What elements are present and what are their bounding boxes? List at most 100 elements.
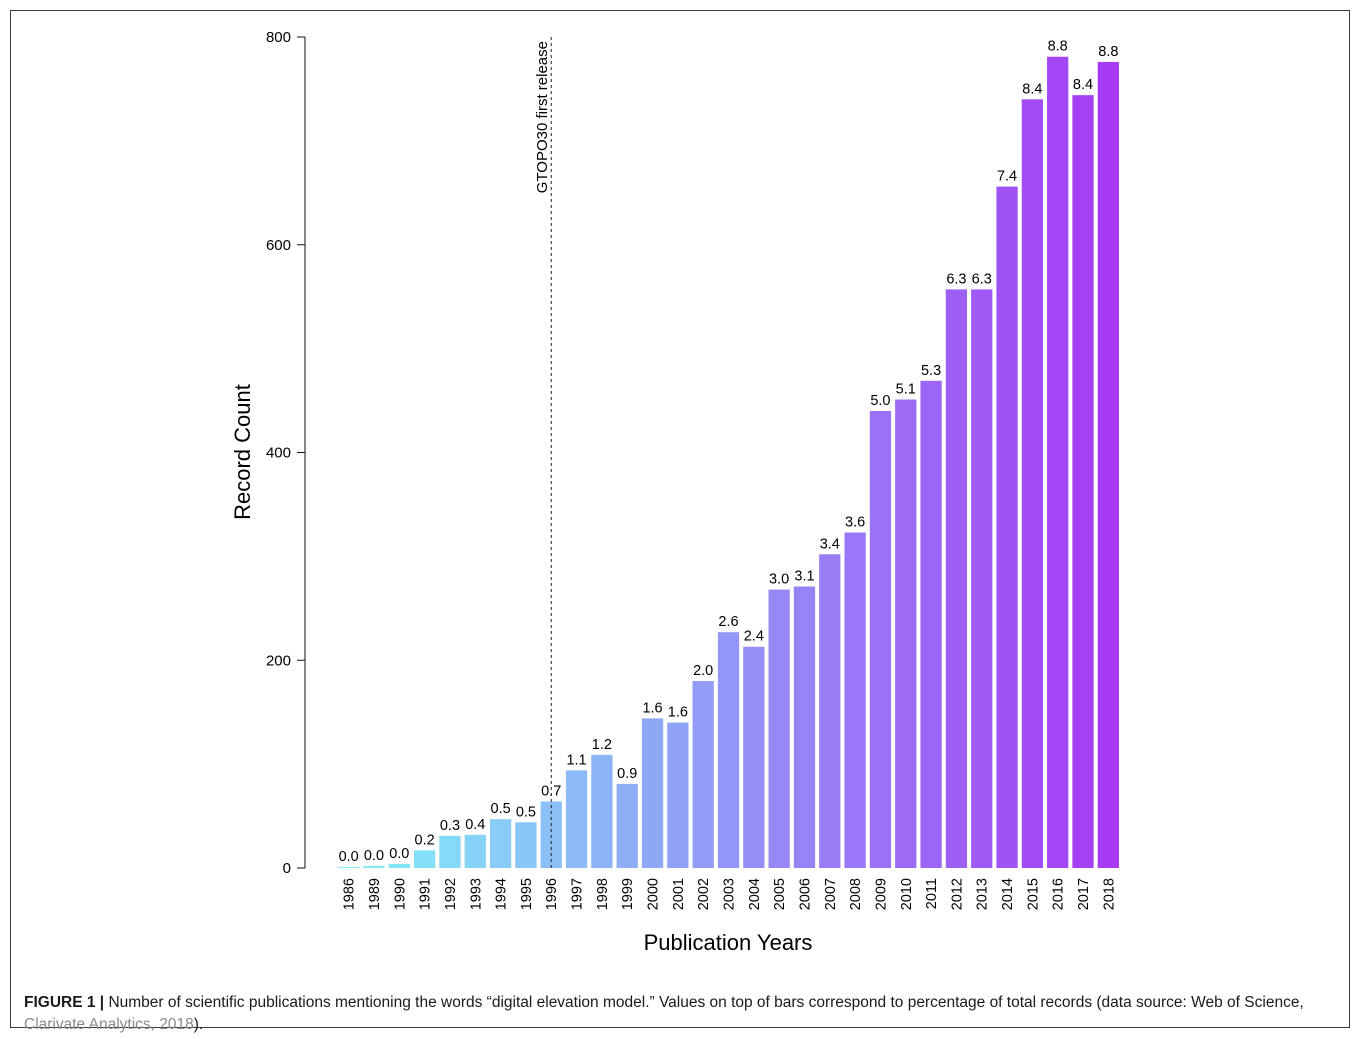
x-tick-label: 2013 xyxy=(975,878,991,910)
bar xyxy=(388,863,410,868)
x-tick-label: 1996 xyxy=(544,878,560,910)
caption-label: FIGURE 1 | xyxy=(24,994,105,1011)
bar-value-label: 1.6 xyxy=(642,700,662,716)
figure-frame xyxy=(10,10,1350,1028)
x-tick-label: 1993 xyxy=(468,878,484,910)
y-tick-label: 0 xyxy=(283,860,291,877)
x-tick-label: 2012 xyxy=(949,878,965,910)
bar xyxy=(768,589,790,868)
bar-value-label: 6.3 xyxy=(972,271,992,287)
bar-value-label: 0.7 xyxy=(541,784,561,800)
bar-value-label: 3.4 xyxy=(820,536,840,552)
bar-value-label: 0.5 xyxy=(516,804,536,820)
bar-value-label: 1.1 xyxy=(566,752,586,768)
bar-value-label: 0.4 xyxy=(465,817,485,833)
bar-value-label: 5.1 xyxy=(896,382,916,398)
x-tick-label: 2015 xyxy=(1025,878,1041,910)
bar xyxy=(844,532,866,868)
bar xyxy=(945,289,968,868)
x-tick-label: 1989 xyxy=(367,878,383,910)
bar xyxy=(793,586,816,868)
x-tick-label: 2004 xyxy=(747,878,763,910)
x-tick-label: 1994 xyxy=(494,878,510,910)
bar-value-label: 5.3 xyxy=(921,363,941,379)
caption-end: ). xyxy=(193,1016,204,1033)
x-tick-labels: 1986 1989 1990 1991 1992 1993 1994 1995 1996 1997… xyxy=(342,878,1118,910)
x-tick-label: 2003 xyxy=(722,878,738,910)
bar xyxy=(996,186,1018,868)
bar-value-label: 0.5 xyxy=(491,801,511,817)
bar-value-label: 0.9 xyxy=(617,766,637,782)
bar-value-label: 8.8 xyxy=(1098,44,1118,60)
x-tick-label: 2001 xyxy=(671,878,687,910)
x-tick-label: 2000 xyxy=(646,878,662,910)
bar xyxy=(641,718,664,868)
bar xyxy=(591,754,613,868)
x-tick-label: 2010 xyxy=(899,878,915,910)
bar xyxy=(338,866,360,868)
bar xyxy=(971,289,993,868)
bar xyxy=(565,770,588,868)
bar-value-label: 0.0 xyxy=(339,849,359,865)
bar xyxy=(667,722,689,868)
bar xyxy=(1072,95,1094,869)
bar-value-label: 0.0 xyxy=(364,848,384,864)
x-tick-label: 2005 xyxy=(772,878,788,910)
bar xyxy=(895,399,917,868)
annotation-label: GTOPO30 first release xyxy=(534,41,551,193)
bar-value-label: 7.4 xyxy=(997,169,1017,185)
bar xyxy=(464,834,486,868)
x-tick-label: 2011 xyxy=(924,878,940,909)
bar xyxy=(743,646,765,868)
figure-caption: FIGURE 1 | Number of scientific publicat… xyxy=(24,992,1334,1036)
bar xyxy=(717,632,740,868)
bar xyxy=(1021,99,1044,868)
x-tick-label: 2014 xyxy=(1000,878,1016,910)
x-tick-label: 1997 xyxy=(570,878,586,910)
x-tick-label: 1999 xyxy=(620,878,636,910)
bar-value-label: 3.0 xyxy=(769,572,789,588)
bar-value-label: 0.2 xyxy=(415,832,435,848)
bar xyxy=(1097,61,1119,869)
bar xyxy=(920,380,942,868)
bar-value-label: 8.8 xyxy=(1048,39,1068,55)
x-tick-label: 2017 xyxy=(1076,878,1092,910)
y-tick-label: 200 xyxy=(266,652,291,669)
x-tick-label: 1998 xyxy=(595,878,611,910)
x-tick-label: 2006 xyxy=(797,878,813,910)
caption-text: Number of scientific publications mentio… xyxy=(104,994,1304,1011)
bar-value-label: 2.4 xyxy=(744,629,764,645)
bar xyxy=(363,865,385,868)
bar-value-label: 3.1 xyxy=(794,568,814,584)
y-axis-title: Record Count xyxy=(230,384,255,520)
bar-value-label: 0.0 xyxy=(389,846,409,862)
bar-value-label: 2.0 xyxy=(693,663,713,679)
bar-value-label: 1.2 xyxy=(592,737,612,753)
x-tick-label: 1986 xyxy=(342,878,358,910)
bar xyxy=(819,554,841,868)
bar-value-label: 8.4 xyxy=(1073,77,1093,93)
bar-value-label: 3.6 xyxy=(845,514,865,530)
bar-value-label: 8.4 xyxy=(1022,81,1042,97)
bar xyxy=(692,681,714,868)
bar xyxy=(1047,56,1069,868)
bar-value-label: 6.3 xyxy=(946,271,966,287)
bar xyxy=(616,783,638,868)
bar xyxy=(489,819,512,868)
x-tick-label: 2016 xyxy=(1051,878,1067,910)
bar-value-label: 1.6 xyxy=(668,705,688,721)
x-tick-label: 1991 xyxy=(418,878,434,910)
bars xyxy=(338,56,1119,869)
y-tick-label: 600 xyxy=(266,237,291,254)
x-tick-label: 1990 xyxy=(392,878,408,910)
bar-value-label: 0.3 xyxy=(440,818,460,834)
x-tick-label: 2002 xyxy=(696,878,712,910)
value-labels: 0.0 0.0 0.0 0.2 0.3 0.4 0.5 0.5 0.7 1.1 1.2 0.9 1.6 1… xyxy=(339,39,1119,865)
x-tick-label: 2009 xyxy=(873,878,889,910)
caption-citation-link[interactable]: Clarivate Analytics, 2018 xyxy=(24,1016,194,1033)
bar xyxy=(515,822,537,868)
bar-value-label: 2.6 xyxy=(718,614,738,630)
x-tick-label: 1995 xyxy=(519,878,535,910)
bar xyxy=(439,835,461,868)
bar xyxy=(869,410,892,868)
